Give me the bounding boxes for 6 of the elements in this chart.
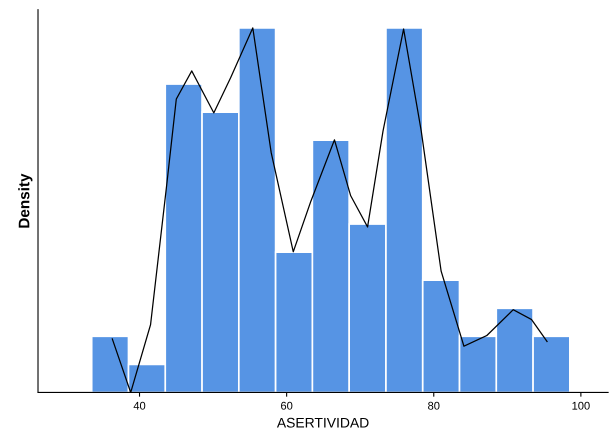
x-tick-label: 60 [281,402,292,410]
x-tick-label: 40 [134,402,146,410]
x-tick-label: 80 [428,402,440,410]
x-axis-title: ASERTIVIDAD [276,418,369,428]
y-axis-title: Density [18,174,32,228]
x-tick-label: 100 [572,402,590,410]
